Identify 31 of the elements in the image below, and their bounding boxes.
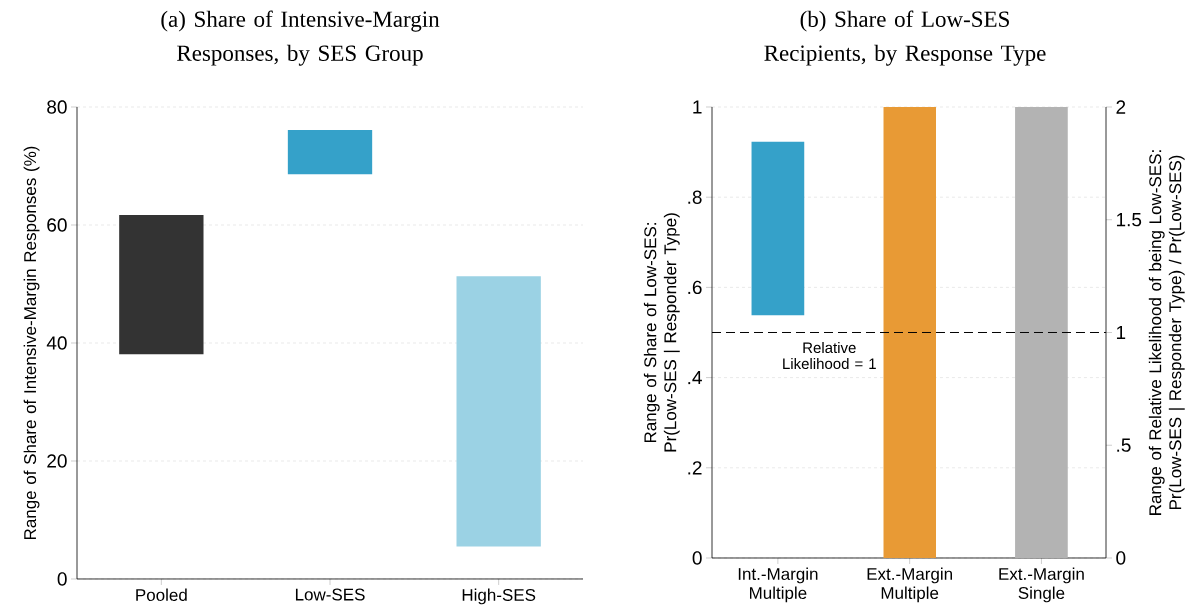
y-tick-label: 60 (47, 218, 67, 232)
y2-tick-label: 0 (1116, 551, 1126, 565)
y2-axis-title: Range of Relative Likelihood of being Low-SES: Pr(Low-SES | Responder Type) / Pr(Low-SES) (1148, 150, 1185, 515)
x-tick-label: Int.-Margin Multiple (738, 567, 818, 603)
bar (456, 276, 541, 547)
x-tick-label: Ext.-Margin Multiple (867, 567, 952, 603)
ref-line-label: Relative Likelihood = 1 (783, 342, 876, 370)
y-tick-label: .4 (688, 371, 702, 385)
y-tick-label: 0 (57, 572, 67, 586)
bar (119, 214, 204, 355)
y2-tick-label: 2 (1116, 100, 1126, 114)
y-tick-label: 40 (46, 336, 67, 350)
y-tick-label: 0 (692, 551, 702, 565)
y2-tick-label: 1.5 (1116, 213, 1142, 227)
chart-title: (b) Share of Low-SES Recipients, by Response Type (764, 10, 1046, 66)
y-tick-label: 20 (47, 454, 67, 468)
y2-tick-label: .5 (1117, 438, 1131, 452)
y-tick-label: .6 (688, 280, 702, 295)
y-tick-label: .8 (688, 190, 702, 204)
x-tick-label: Pooled (136, 588, 187, 602)
y-axis-title: Range of Share of Low-SES: Pr(Low-SES | Responder Type) (643, 213, 680, 452)
y-tick-label: 1 (693, 100, 702, 114)
x-tick-label: Low-SES (295, 588, 365, 601)
y2-tick-label: 1 (1116, 325, 1126, 340)
x-tick-label: High-SES (462, 588, 536, 605)
y-tick-label: 80 (47, 100, 67, 114)
bar (287, 130, 373, 175)
y-tick-label: .2 (688, 461, 702, 475)
y-axis-title: Range of Share of Intensive-Margin Responses (%) (23, 146, 40, 540)
chart-title: (a) Share of Intensive-Margin Responses, by SES Group (161, 10, 440, 66)
x-tick-label: Ext.-Margin Single (999, 567, 1084, 603)
